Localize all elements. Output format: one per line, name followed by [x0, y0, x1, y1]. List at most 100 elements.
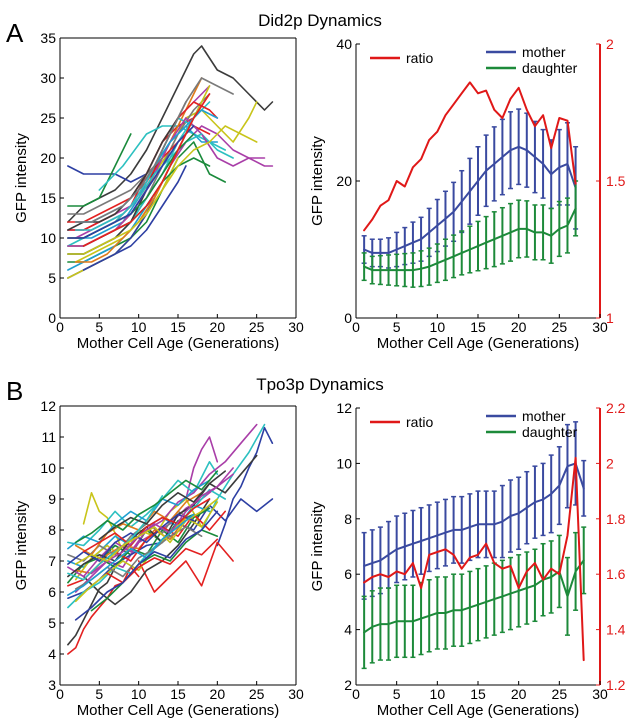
y-tick-label: 0: [344, 310, 352, 326]
y-tick-label: 4: [48, 646, 56, 662]
x-tick-label: 15: [470, 319, 486, 335]
series-group: [361, 81, 579, 288]
trace-33-line: [67, 513, 195, 596]
trace-10-line: [67, 460, 219, 547]
trace-29-line: [67, 495, 164, 581]
y-tick-label: 8: [48, 522, 56, 538]
x-tick-label: 15: [170, 319, 186, 335]
legend-label-mother: mother: [522, 408, 566, 424]
trace-35-line: [74, 470, 219, 544]
trace-2-line: [67, 165, 148, 183]
y-tick-label: 6: [344, 566, 352, 582]
x-tick-label: 20: [210, 686, 226, 702]
y-tick-label: 4: [344, 622, 352, 638]
trace-1-line: [67, 45, 274, 223]
series-daughter-line: [363, 559, 585, 634]
x-tick-label: 30: [288, 686, 304, 702]
y2-tick-label: 1.4: [606, 622, 626, 638]
series-group: [361, 421, 587, 670]
y-tick-label: 15: [40, 190, 56, 206]
x-tick-label: 10: [131, 686, 147, 702]
y-tick-label: 7: [48, 553, 56, 569]
y-tick-label: 12: [40, 398, 56, 414]
trace-9-line: [82, 498, 211, 606]
trace-25-line: [67, 513, 195, 565]
series-mother-line: [363, 462, 585, 567]
y-tick-label: 30: [40, 70, 56, 86]
y2-tick-label: 1.8: [606, 511, 626, 527]
x-tick-label: 5: [393, 319, 401, 335]
x-tick-label: 25: [249, 686, 265, 702]
x-tick-label: 0: [56, 686, 64, 702]
trace-34-line: [67, 125, 258, 255]
y-tick-label: 3: [48, 677, 56, 693]
x-tick-label: 25: [552, 319, 568, 335]
series-ratio-line: [363, 81, 577, 232]
y2-tick-label: 2: [606, 36, 614, 52]
chart-b-left: 0 5 10 15 20 25 30 3 4 5 6 7 8 9 10 11 12 Mother Cell Age…: [13, 398, 304, 719]
x-tick-label: 30: [288, 319, 304, 335]
legend-label-daughter: daughter: [522, 424, 578, 440]
x-tick-label: 25: [249, 319, 265, 335]
x-tick-label: 20: [511, 686, 527, 702]
y-axis-label: GFP intensity: [309, 501, 326, 591]
trace-32-line: [74, 498, 219, 565]
y2-tick-label: 1: [606, 310, 614, 326]
y-tick-label: 40: [336, 36, 352, 52]
trace-26-line: [90, 529, 219, 612]
y-axis-label: GFP intensity: [309, 136, 326, 226]
y-tick-label: 20: [336, 173, 352, 189]
x-tick-label: 5: [393, 686, 401, 702]
trace-15-line: [67, 507, 211, 584]
series-ratio-line: [363, 456, 585, 662]
legend-label-ratio: ratio: [406, 414, 433, 430]
chart-a-left: 0 5 10 15 20 25 30 0 5 10 15 20 25 30 35 Mother Cell Ag…: [13, 30, 304, 352]
series-group: [67, 423, 274, 655]
y-tick-label: 6: [48, 584, 56, 600]
x-tick-label: 10: [131, 319, 147, 335]
panel-title-a: Did2p Dynamics: [258, 11, 382, 30]
y-tick-label: 10: [40, 230, 56, 246]
y-tick-label: 5: [48, 615, 56, 631]
x-tick-label: 5: [95, 319, 103, 335]
legend-label-mother: mother: [522, 44, 566, 60]
x-tick-label: 0: [56, 319, 64, 335]
y-axis-label: GFP intensity: [13, 133, 30, 223]
trace-5-line: [185, 436, 219, 500]
y-tick-label: 2: [344, 677, 352, 693]
panel-title-b: Tpo3p Dynamics: [256, 375, 384, 394]
x-tick-label: 25: [552, 686, 568, 702]
x-tick-label: 30: [592, 319, 608, 335]
x-tick-label: 15: [170, 686, 186, 702]
y-tick-label: 0: [48, 310, 56, 326]
y-axis-label: GFP intensity: [13, 500, 30, 590]
trace-8-line: [137, 541, 234, 593]
trace-30-line: [90, 467, 234, 575]
y-tick-label: 12: [336, 400, 352, 416]
y-tick-label: 35: [40, 30, 56, 46]
x-tick-label: 20: [511, 319, 527, 335]
trace-1-line: [67, 566, 140, 655]
panel-letter-b: B: [6, 376, 23, 406]
x-tick-label: 5: [95, 686, 103, 702]
series-mother-line: [363, 145, 577, 254]
series-group: [67, 45, 274, 279]
y2-tick-label: 1.2: [606, 677, 626, 693]
y2-tick-label: 1.5: [606, 173, 626, 189]
chart-a-right: 0 5 10 15 20 25 30 0 20 40 1 1.5 2 Mother Cell Age (G…: [309, 36, 626, 352]
y-tick-label: 10: [40, 460, 56, 476]
trace-31-line: [98, 470, 226, 541]
y-tick-label: 20: [40, 150, 56, 166]
x-axis-label: Mother Cell Age (Generations): [377, 335, 580, 352]
x-tick-label: 15: [470, 686, 486, 702]
y-tick-label: 11: [41, 429, 56, 445]
trace-19-line: [67, 488, 226, 609]
trace-33-line: [82, 93, 211, 247]
chart-b-right: 0 5 10 15 20 25 30 2 4 6 8 10 12 1.2 1.4 1.6 1.8 2 2.2 Moth…: [309, 400, 626, 719]
x-tick-label: 30: [592, 686, 608, 702]
trace-32-line: [67, 125, 195, 239]
